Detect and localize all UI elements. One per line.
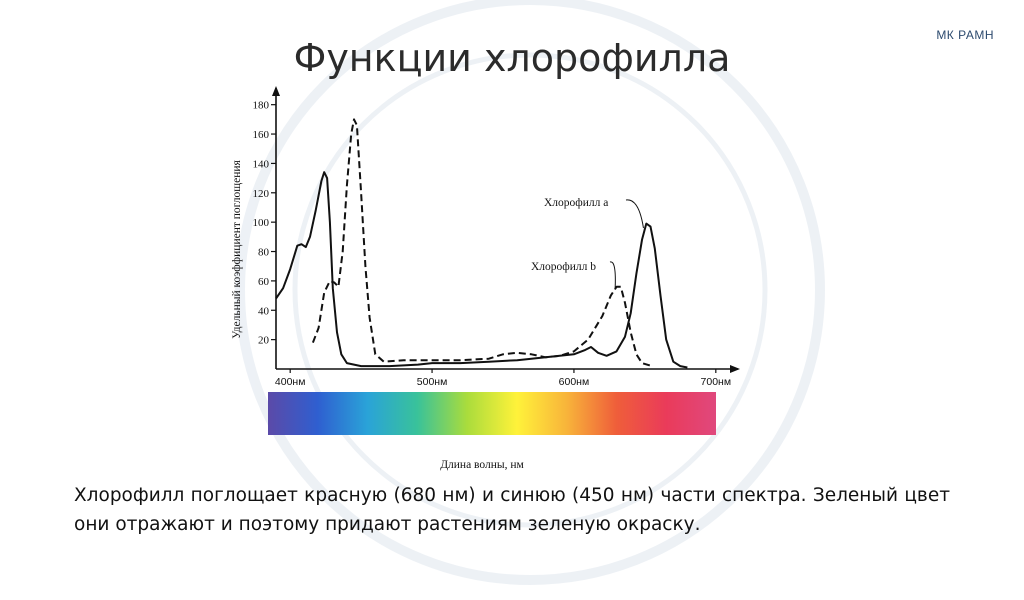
x-axis-arrow [730, 365, 740, 373]
chart-axes: 20 40 60 80 100 120 140 160 180 400нм 500нм 600нм 70… [231, 86, 740, 388]
y-tick-label: 120 [253, 188, 270, 200]
chart-series [275, 118, 688, 369]
y-axis-arrow [272, 86, 280, 96]
y-tick-label: 140 [253, 158, 270, 170]
caption-text: Хлорофилл поглощает красную (680 нм) и с… [74, 485, 950, 535]
absorption-chart: 20 40 60 80 100 120 140 160 180 400нм 500нм 600нм 70… [231, 86, 740, 471]
page-title: Функции хлорофилла [293, 36, 731, 80]
x-tick-label: 400нм [275, 376, 306, 388]
y-tick-label: 20 [258, 335, 270, 347]
y-tick-label: 100 [253, 217, 270, 229]
y-tick-label: 180 [253, 100, 270, 112]
x-tick-label: 700нм [701, 376, 732, 388]
x-tick-label: 500нм [417, 376, 448, 388]
y-tick-label: 60 [258, 276, 270, 288]
annotation-pointer [609, 261, 616, 290]
x-axis-label: Длина волны, нм [440, 459, 524, 471]
y-axis-label: Удельный коэффициент поглощения [231, 159, 243, 338]
y-tick-label: 40 [258, 305, 270, 317]
series-line-chlorophyll-a [275, 171, 688, 369]
series-annotation-label: Хлорофилл b [531, 261, 596, 273]
annotation-pointer [625, 199, 644, 229]
chart-labels: Хлорофилл a Хлорофилл b [531, 197, 644, 290]
series-line-chlorophyll-b [311, 118, 653, 368]
series-annotation-label: Хлорофилл a [544, 197, 608, 209]
y-tick-label: 160 [253, 129, 270, 141]
y-tick-label: 80 [258, 247, 270, 259]
spectrum-bar: Длина волны, нм [268, 392, 716, 471]
visible-spectrum-bar [268, 392, 716, 435]
x-tick-label: 600нм [559, 376, 590, 388]
corner-label: МК РАМН [936, 28, 994, 42]
